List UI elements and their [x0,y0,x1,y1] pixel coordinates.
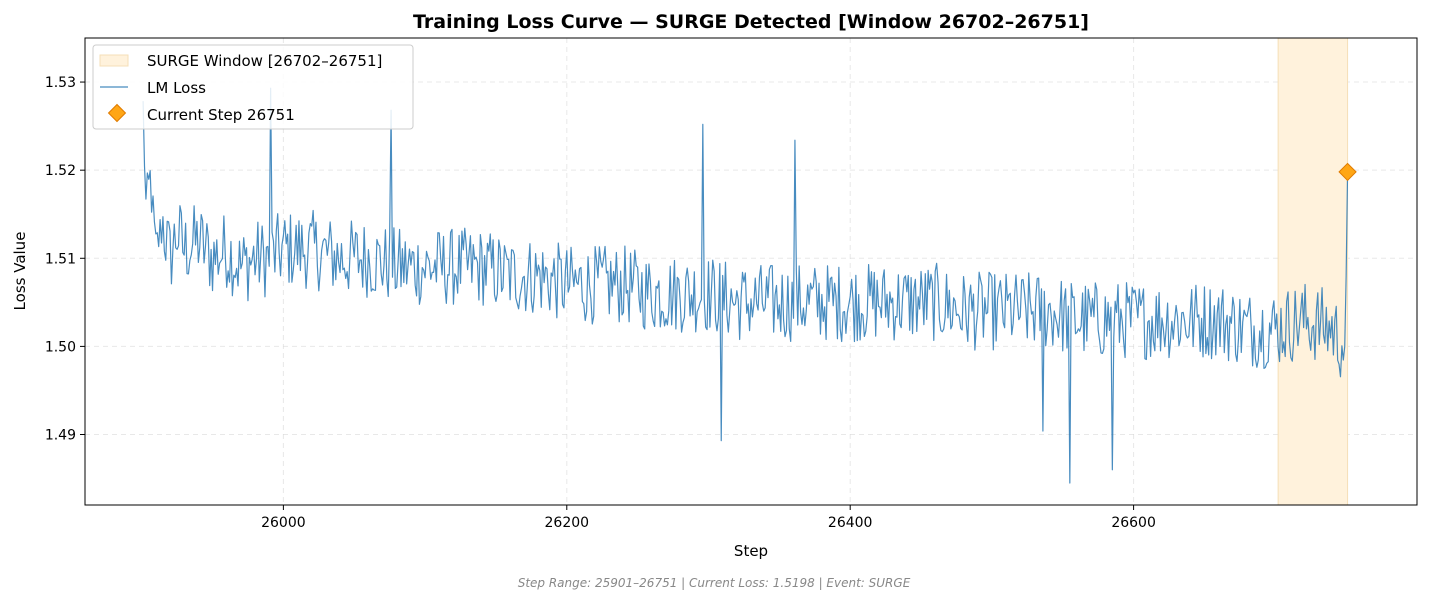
footer-text: Step Range: 25901–26751 | Current Loss: … [518,576,911,590]
y-axis-label: Loss Value [11,232,29,311]
grid [85,38,1417,505]
legend: SURGE Window [26702–26751] LM Loss Curre… [92,44,414,130]
y-tick-label: 1.50 [45,339,76,355]
plot-frame [84,37,1418,506]
current-step-marker [1338,162,1357,182]
chart-title: Training Loss Curve — SURGE Detected [Wi… [413,11,1089,33]
legend-box [92,44,414,130]
current-step-marker-layer [1338,162,1357,182]
x-axis-ticks: 26000 26200 26400 26600 [261,505,1156,531]
legend-line-label: LM Loss [147,79,206,97]
y-tick-label: 1.52 [45,163,76,179]
y-tick-label: 1.49 [45,428,76,444]
surge-window-span [1277,37,1349,506]
y-tick-label: 1.53 [45,75,76,91]
x-tick-label: 26000 [261,515,306,531]
legend-surge-swatch [99,54,129,67]
x-axis-label: Step [734,542,768,560]
legend-surge-label: SURGE Window [26702–26751] [147,52,382,70]
x-tick-label: 26600 [1111,515,1156,531]
legend-marker-label: Current Step 26751 [147,106,295,124]
legend-marker-swatch [107,103,127,123]
loss-line-layer [142,87,1349,484]
y-tick-label: 1.51 [45,251,76,267]
x-tick-label: 26400 [828,515,873,531]
x-tick-label: 26200 [545,515,590,531]
lm-loss-line [142,87,1349,484]
y-axis-ticks: 1.49 1.50 1.51 1.52 1.53 [45,75,85,444]
surge-window-span-layer [1277,37,1349,506]
